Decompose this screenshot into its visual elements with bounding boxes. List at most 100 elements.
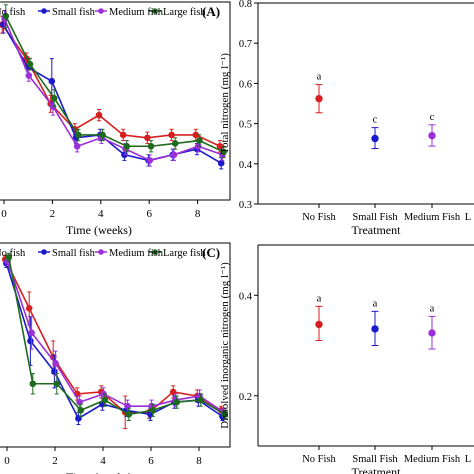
data-point: [29, 380, 37, 388]
data-point: [99, 131, 106, 139]
data-point: [95, 111, 103, 119]
x-tick-label: 6: [146, 208, 152, 220]
x-tick-label: L: [465, 454, 471, 465]
series-large-fish: [5, 252, 229, 421]
y-tick-label: 0.8: [239, 0, 252, 10]
x-tick-label: 8: [196, 455, 202, 467]
mean-point: [428, 329, 436, 337]
x-axis-title: Time (weeks): [66, 470, 132, 474]
data-point: [5, 253, 13, 261]
significance-letter: a: [317, 293, 322, 304]
significance-letter: a: [317, 72, 322, 83]
data-point: [27, 337, 34, 345]
x-tick-label: No Fish: [302, 212, 336, 223]
data-point: [169, 388, 177, 396]
data-point: [25, 72, 33, 79]
x-tick-label: 8: [195, 208, 201, 220]
data-point: [76, 398, 83, 406]
series-no-fish: [1, 254, 225, 430]
treatment-point: [428, 124, 436, 147]
x-tick-label: Medium Fish: [404, 454, 461, 465]
data-point: [147, 142, 155, 150]
legend-marker: [98, 8, 104, 14]
x-tick-label: Small Fish: [352, 212, 398, 223]
line-panel-3: [0, 242, 231, 451]
data-point: [221, 411, 229, 418]
treatment-point: [315, 305, 323, 341]
data-point: [52, 360, 59, 367]
legend-marker: [41, 249, 47, 255]
data-point: [26, 60, 34, 68]
x-axis-title: Treatment: [352, 223, 402, 237]
significance-letter: c: [373, 115, 378, 126]
treatment-point: [315, 84, 323, 114]
x-tick-label: 2: [50, 208, 56, 220]
series-medium-fish: [4, 256, 227, 417]
mean-point: [315, 320, 323, 329]
x-tick-label: 0: [4, 455, 10, 467]
x-tick-label: No Fish: [302, 454, 336, 465]
dot-panel-4: [254, 244, 474, 450]
data-point: [48, 77, 56, 85]
series-line: [3, 18, 223, 162]
data-point: [217, 159, 225, 167]
series-line: [5, 15, 224, 153]
data-point: [77, 406, 85, 414]
series-large-fish: [2, 4, 227, 159]
data-point: [2, 12, 10, 20]
legend-entry: Medium fish: [109, 248, 164, 259]
legend-entry: No fish: [0, 248, 26, 259]
y-tick-label: 0.3: [239, 200, 252, 211]
data-point: [173, 398, 181, 406]
data-point: [149, 406, 157, 414]
data-point: [75, 415, 82, 422]
legend-entry: Large fish: [163, 7, 206, 18]
series-line: [4, 258, 222, 414]
mean-point: [315, 94, 323, 103]
dot-panel-2: [254, 2, 474, 208]
data-point: [75, 131, 82, 139]
data-point: [25, 304, 33, 312]
series-medium-fish: [1, 9, 226, 167]
data-point: [119, 131, 127, 139]
x-tick-label: L: [465, 212, 471, 223]
y-tick-label: 0.2: [239, 392, 252, 403]
data-point: [50, 94, 58, 102]
plot-frame: [0, 242, 231, 448]
y-axis-title: Total nitrogen (mg l⁻¹): [219, 53, 231, 154]
data-point: [101, 396, 109, 404]
series-line: [8, 257, 226, 416]
data-point: [170, 151, 178, 159]
data-point: [146, 157, 154, 164]
series-line: [1, 24, 221, 147]
data-point: [168, 131, 175, 139]
data-point: [123, 142, 131, 150]
data-point: [220, 148, 227, 156]
data-point: [73, 142, 81, 150]
data-point: [197, 396, 205, 404]
treatment-point: [428, 315, 436, 350]
y-tick-label: 0.4: [239, 291, 253, 302]
significance-letter: c: [430, 112, 435, 123]
line-panel-1: [0, 1, 231, 204]
legend-marker: [41, 8, 47, 14]
x-axis-title: Time (weeks): [66, 223, 132, 237]
data-point: [144, 134, 151, 142]
x-tick-label: Small Fish: [352, 454, 398, 465]
series-line: [6, 261, 225, 413]
panel-label: (C): [202, 245, 220, 260]
y-tick-label: 0.7: [239, 39, 252, 50]
treatment-point: [371, 310, 379, 346]
mean-point: [371, 325, 379, 333]
legend-entry: No fish: [0, 7, 26, 18]
x-axis-title: Treatment: [352, 465, 402, 474]
treatment-point: [371, 127, 379, 150]
y-axis-title: Dissolved inorganic nitrogen (mg l⁻¹): [219, 262, 231, 429]
x-tick-label: 0: [1, 208, 7, 220]
legend-entry: Small fish: [52, 7, 96, 18]
data-point: [124, 402, 131, 410]
mean-point: [371, 134, 379, 143]
legend-marker: [98, 249, 104, 255]
legend-entry: Large fish: [163, 248, 206, 259]
